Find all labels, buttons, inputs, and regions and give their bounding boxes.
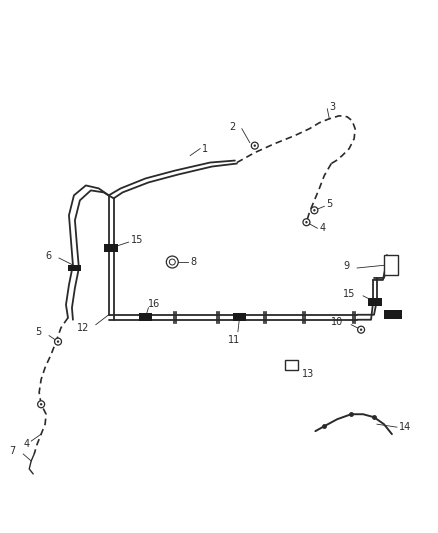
Bar [233, 313, 246, 321]
Text: 7: 7 [9, 446, 15, 456]
Text: 2: 2 [230, 122, 236, 132]
Text: 12: 12 [77, 322, 89, 333]
Text: 15: 15 [131, 235, 143, 245]
Text: 9: 9 [343, 261, 349, 271]
Text: 11: 11 [228, 335, 240, 345]
Circle shape [313, 209, 316, 212]
Circle shape [251, 142, 258, 149]
Bar [384, 310, 402, 319]
Circle shape [166, 256, 178, 268]
Circle shape [360, 328, 362, 331]
Circle shape [38, 401, 45, 408]
Circle shape [57, 341, 59, 343]
Text: 6: 6 [45, 251, 51, 261]
Circle shape [305, 221, 307, 223]
Text: 4: 4 [23, 439, 29, 449]
Text: 4: 4 [319, 223, 325, 233]
Text: 15: 15 [343, 289, 355, 299]
Circle shape [40, 403, 42, 406]
Bar [285, 360, 298, 370]
Bar [68, 264, 81, 271]
Text: 14: 14 [399, 422, 411, 432]
Bar [368, 298, 382, 306]
Text: 10: 10 [331, 317, 343, 327]
Circle shape [303, 219, 310, 225]
Circle shape [357, 326, 364, 333]
Text: 3: 3 [329, 102, 336, 112]
Text: 13: 13 [301, 369, 314, 379]
Text: 1: 1 [202, 143, 208, 154]
Circle shape [254, 144, 256, 147]
Text: 16: 16 [148, 299, 161, 309]
Text: 5: 5 [35, 327, 41, 337]
Circle shape [55, 338, 61, 345]
Circle shape [170, 259, 175, 265]
Bar [104, 244, 118, 252]
Text: 5: 5 [326, 199, 332, 209]
Text: 8: 8 [190, 257, 196, 267]
Bar [139, 313, 152, 321]
Circle shape [311, 207, 318, 214]
FancyBboxPatch shape [384, 255, 398, 275]
